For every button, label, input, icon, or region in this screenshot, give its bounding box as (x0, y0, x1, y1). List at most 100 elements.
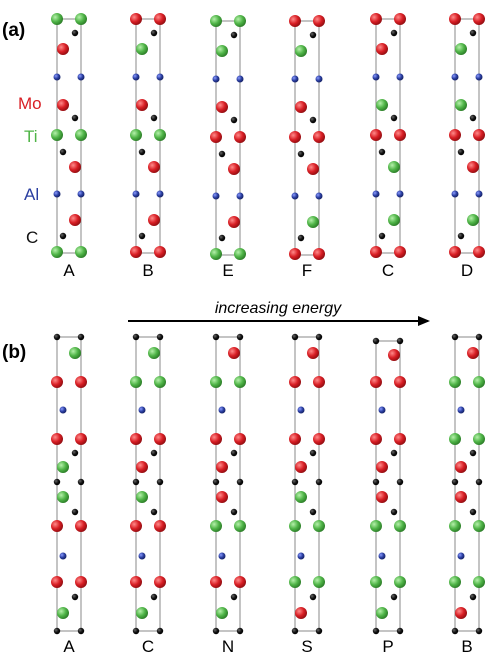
c-atom (59, 232, 67, 240)
c-atom (390, 593, 398, 601)
al-atom (396, 190, 404, 198)
c-atom (53, 627, 61, 635)
mo-atom (295, 607, 307, 619)
mo-atom (376, 461, 388, 473)
c-atom (390, 508, 398, 516)
ti-atom (449, 520, 461, 532)
al-atom (218, 406, 226, 414)
column-b-label-c: C (142, 637, 154, 656)
ti-atom (234, 15, 246, 27)
al-atom (156, 190, 164, 198)
ti-atom (210, 15, 222, 27)
al-atom (315, 192, 323, 200)
al-atom (378, 552, 386, 560)
legend-al-label: Al (24, 185, 39, 204)
mo-atom (154, 576, 166, 588)
mo-atom (57, 99, 69, 111)
c-atom (71, 449, 79, 457)
c-atom (132, 627, 140, 635)
mo-atom (289, 15, 301, 27)
mo-atom (449, 246, 461, 258)
mo-atom (388, 349, 400, 361)
mo-atom (394, 129, 406, 141)
ti-atom (216, 607, 228, 619)
mo-atom (394, 246, 406, 258)
c-atom (236, 627, 244, 635)
column-a-label-c: C (382, 261, 394, 280)
ti-atom (449, 576, 461, 588)
mo-atom (295, 461, 307, 473)
c-atom (469, 114, 477, 122)
mo-atom (370, 433, 382, 445)
mo-atom (455, 607, 467, 619)
mo-atom (467, 161, 479, 173)
c-atom (150, 449, 158, 457)
al-atom (77, 73, 85, 81)
al-atom (77, 190, 85, 198)
ti-atom (51, 246, 63, 258)
legend: Mo Ti Al C (18, 94, 42, 247)
structure-b-n (210, 333, 246, 635)
mo-atom (210, 131, 222, 143)
c-atom (451, 478, 459, 486)
al-atom (291, 75, 299, 83)
c-atom (309, 116, 317, 124)
ti-atom (388, 161, 400, 173)
c-atom (53, 333, 61, 341)
mo-atom (136, 99, 148, 111)
ti-atom (394, 520, 406, 532)
mo-atom (370, 13, 382, 25)
ti-atom (57, 607, 69, 619)
c-atom (372, 627, 380, 635)
mo-atom (51, 376, 63, 388)
mo-atom (289, 376, 301, 388)
structure-a-d (449, 13, 485, 258)
mo-atom (51, 520, 63, 532)
legend-mo-label: Mo (18, 94, 42, 113)
c-atom (475, 627, 483, 635)
c-atom (396, 627, 404, 635)
al-atom (378, 406, 386, 414)
column-a-label-f: F (302, 261, 312, 280)
unit-cell-outline (375, 340, 401, 632)
c-atom (77, 627, 85, 635)
mo-atom (216, 491, 228, 503)
al-atom (212, 192, 220, 200)
c-atom (156, 627, 164, 635)
ti-atom (136, 43, 148, 55)
al-atom (212, 75, 220, 83)
ti-atom (210, 248, 222, 260)
ti-atom (51, 13, 63, 25)
c-atom (150, 508, 158, 516)
ti-atom (313, 576, 325, 588)
al-atom (451, 190, 459, 198)
ti-atom (295, 45, 307, 57)
mo-atom (228, 347, 240, 359)
ti-atom (376, 607, 388, 619)
mo-atom (57, 43, 69, 55)
mo-atom (376, 43, 388, 55)
structure-b-a (51, 333, 87, 635)
c-atom (77, 478, 85, 486)
mo-atom (370, 129, 382, 141)
panel-b-label: (b) (2, 342, 26, 363)
mo-atom (75, 376, 87, 388)
al-atom (291, 192, 299, 200)
al-atom (59, 552, 67, 560)
c-atom (218, 150, 226, 158)
ti-atom (449, 376, 461, 388)
c-atom (315, 627, 323, 635)
panel-a-label: (a) (2, 20, 25, 41)
mo-atom (455, 461, 467, 473)
ti-atom (57, 491, 69, 503)
energy-arrow-label: increasing energy (215, 300, 342, 317)
ti-atom (75, 129, 87, 141)
legend-ti-label: Ti (24, 127, 38, 146)
mo-atom (455, 491, 467, 503)
c-atom (309, 31, 317, 39)
al-atom (236, 75, 244, 83)
mo-atom (313, 433, 325, 445)
c-atom (156, 478, 164, 486)
mo-atom (449, 13, 461, 25)
